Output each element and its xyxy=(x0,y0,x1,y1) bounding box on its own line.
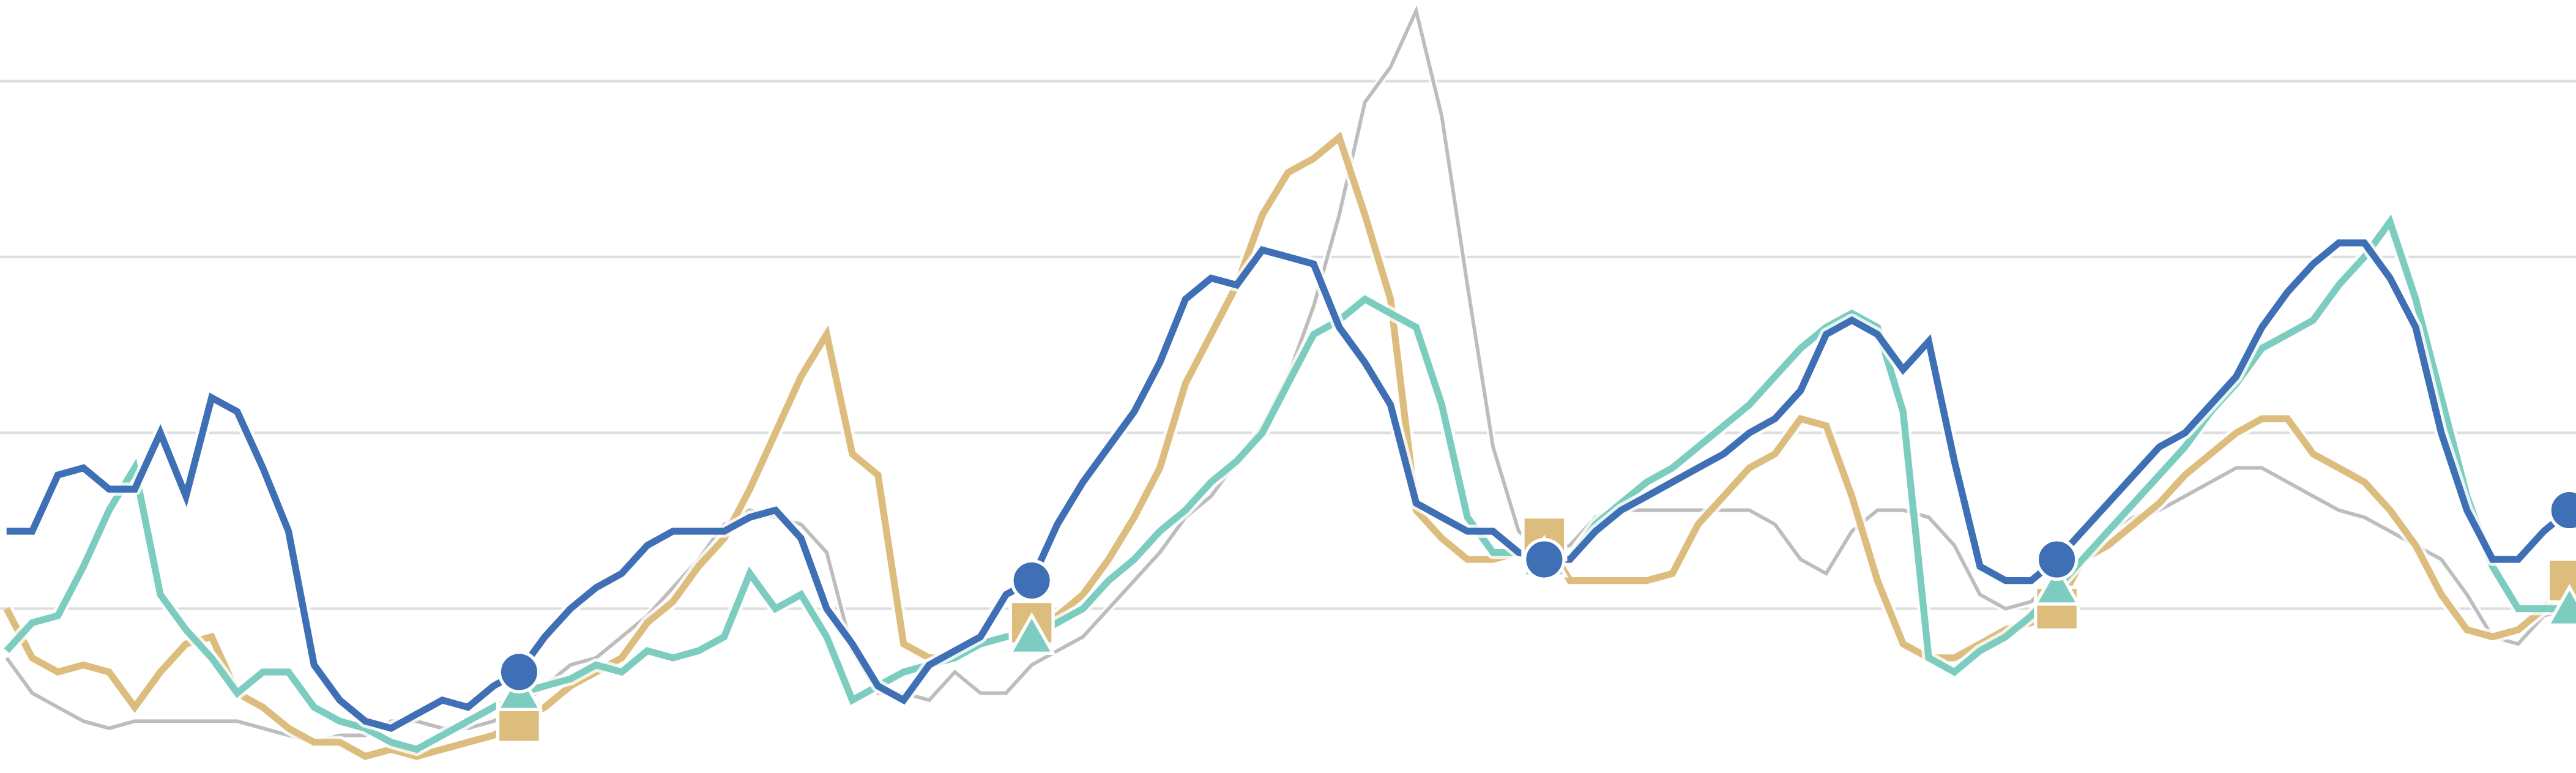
marker xyxy=(1522,538,1566,581)
line xyxy=(3,131,2572,760)
marker xyxy=(2035,538,2079,581)
line xyxy=(4,214,2570,753)
marker xyxy=(2033,562,2082,606)
marker xyxy=(2548,488,2576,532)
marker xyxy=(497,650,541,693)
line-halo xyxy=(1,215,2570,756)
marker xyxy=(1010,559,1054,602)
series xyxy=(6,236,2574,735)
marker xyxy=(2545,584,2576,627)
marker xyxy=(1007,612,1056,655)
line xyxy=(6,239,2572,732)
series xyxy=(1,130,2575,763)
line-halo xyxy=(6,236,2574,735)
series xyxy=(1,214,2570,756)
